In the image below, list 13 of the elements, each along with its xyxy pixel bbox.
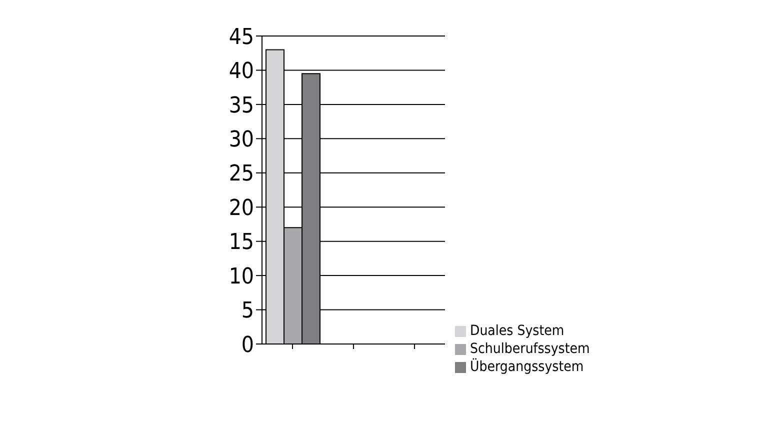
legend-label: Schulberufssystem <box>470 341 590 357</box>
y-tick-label: 40 <box>228 59 254 84</box>
y-tick-label: 15 <box>228 230 254 256</box>
legend-label: Übergangssystem <box>470 359 584 375</box>
y-tick-label: 20 <box>228 196 254 221</box>
y-tick-label: 0 <box>241 332 254 358</box>
y-tick-label: 5 <box>241 298 254 324</box>
y-tick-label: 10 <box>228 264 254 290</box>
y-tick-label: 35 <box>228 93 254 118</box>
y-tick-label: 30 <box>228 127 254 152</box>
legend-label: Duales System <box>470 323 564 339</box>
y-tick-label: 45 <box>228 24 254 50</box>
y-tick-label: 25 <box>228 162 254 187</box>
